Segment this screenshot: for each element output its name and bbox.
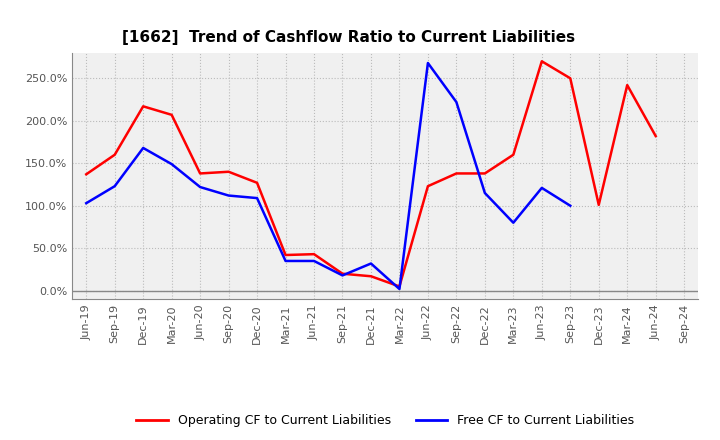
Free CF to Current Liabilities <box>167 161 176 167</box>
Free CF to Current Liabilities <box>452 99 461 105</box>
Free CF to Current Liabilities <box>509 220 518 225</box>
Operating CF to Current Liabilities <box>566 76 575 81</box>
Free CF to Current Liabilities <box>196 184 204 190</box>
Free CF to Current Liabilities <box>139 145 148 150</box>
Operating CF to Current Liabilities <box>196 171 204 176</box>
Free CF to Current Liabilities <box>338 273 347 278</box>
Line: Operating CF to Current Liabilities: Operating CF to Current Liabilities <box>86 61 656 286</box>
Operating CF to Current Liabilities <box>167 112 176 117</box>
Free CF to Current Liabilities <box>225 193 233 198</box>
Operating CF to Current Liabilities <box>82 172 91 177</box>
Legend: Operating CF to Current Liabilities, Free CF to Current Liabilities: Operating CF to Current Liabilities, Fre… <box>131 409 639 432</box>
Operating CF to Current Liabilities <box>253 180 261 185</box>
Operating CF to Current Liabilities <box>423 183 432 189</box>
Free CF to Current Liabilities <box>253 195 261 201</box>
Operating CF to Current Liabilities <box>366 274 375 279</box>
Free CF to Current Liabilities <box>282 258 290 264</box>
Operating CF to Current Liabilities <box>509 152 518 158</box>
Operating CF to Current Liabilities <box>310 252 318 257</box>
Operating CF to Current Liabilities <box>652 133 660 139</box>
Text: [1662]  Trend of Cashflow Ratio to Current Liabilities: [1662] Trend of Cashflow Ratio to Curren… <box>122 29 575 45</box>
Operating CF to Current Liabilities <box>139 104 148 109</box>
Operating CF to Current Liabilities <box>452 171 461 176</box>
Free CF to Current Liabilities <box>566 203 575 209</box>
Free CF to Current Liabilities <box>110 183 119 189</box>
Operating CF to Current Liabilities <box>537 59 546 64</box>
Free CF to Current Liabilities <box>395 286 404 292</box>
Free CF to Current Liabilities <box>310 258 318 264</box>
Operating CF to Current Liabilities <box>595 202 603 208</box>
Operating CF to Current Liabilities <box>395 284 404 289</box>
Operating CF to Current Liabilities <box>338 271 347 276</box>
Operating CF to Current Liabilities <box>110 152 119 158</box>
Operating CF to Current Liabilities <box>480 171 489 176</box>
Line: Free CF to Current Liabilities: Free CF to Current Liabilities <box>86 63 570 289</box>
Free CF to Current Liabilities <box>82 201 91 206</box>
Free CF to Current Liabilities <box>423 60 432 66</box>
Free CF to Current Liabilities <box>480 191 489 196</box>
Operating CF to Current Liabilities <box>282 253 290 258</box>
Free CF to Current Liabilities <box>537 185 546 191</box>
Operating CF to Current Liabilities <box>225 169 233 174</box>
Free CF to Current Liabilities <box>366 261 375 266</box>
Operating CF to Current Liabilities <box>623 82 631 88</box>
